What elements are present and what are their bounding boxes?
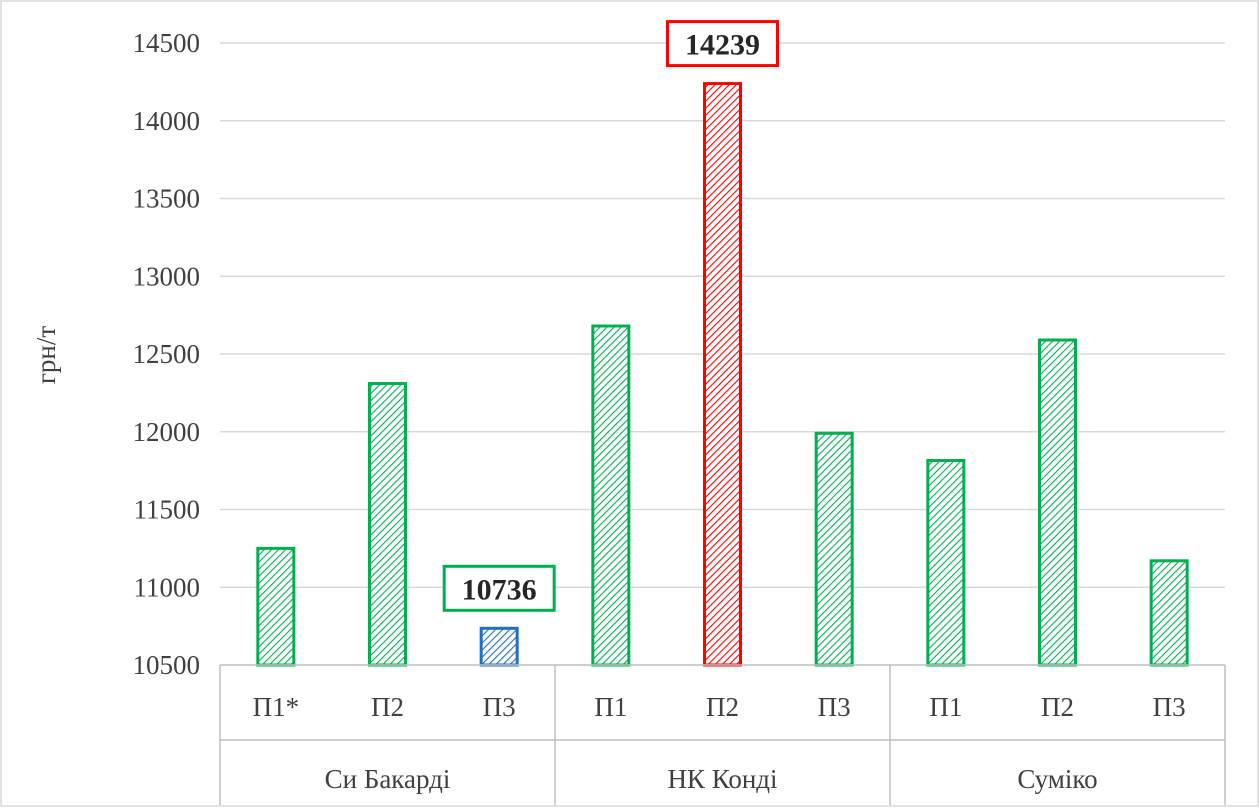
bar-2-0	[926, 459, 966, 667]
x-category-label: П1*	[253, 692, 300, 722]
data-callout-label: 14239	[685, 29, 760, 62]
y-tick-label: 10500	[133, 650, 201, 680]
bar-0-1	[368, 382, 407, 667]
bar-1-0	[591, 324, 631, 667]
x-group-label: НК Конді	[667, 764, 777, 794]
bar-1-2	[814, 431, 854, 667]
y-tick-label: 13000	[133, 261, 201, 291]
data-callout-box	[666, 20, 779, 68]
y-tick-label: 13500	[133, 184, 201, 214]
y-axis-label: грн/т	[31, 326, 61, 385]
x-category-label: П2	[371, 692, 404, 722]
data-callout-box	[442, 564, 556, 612]
x-group-label: Суміко	[1017, 764, 1097, 794]
y-tick-label: 11000	[134, 572, 201, 602]
y-tick-label: 14500	[133, 28, 201, 58]
bar-0-2	[479, 626, 519, 667]
x-group-label: Си Бакарді	[325, 764, 451, 794]
bar-1-1	[703, 82, 742, 667]
x-category-label: П3	[818, 692, 851, 722]
x-category-label: П3	[483, 692, 516, 722]
y-tick-label: 12000	[133, 417, 201, 447]
y-tick-label: 11500	[134, 495, 201, 525]
x-category-label: П2	[706, 692, 739, 722]
data-callout-label: 10736	[462, 573, 537, 606]
x-category-label: П3	[1153, 692, 1186, 722]
y-tick-label: 14000	[133, 106, 201, 136]
bar-2-1	[1038, 338, 1077, 667]
x-category-label: П2	[1041, 692, 1074, 722]
bar-2-2	[1149, 559, 1189, 667]
x-category-label: П1	[929, 692, 962, 722]
y-tick-label: 12500	[133, 339, 201, 369]
bar-0-0	[256, 546, 296, 667]
x-category-label: П1	[594, 692, 627, 722]
